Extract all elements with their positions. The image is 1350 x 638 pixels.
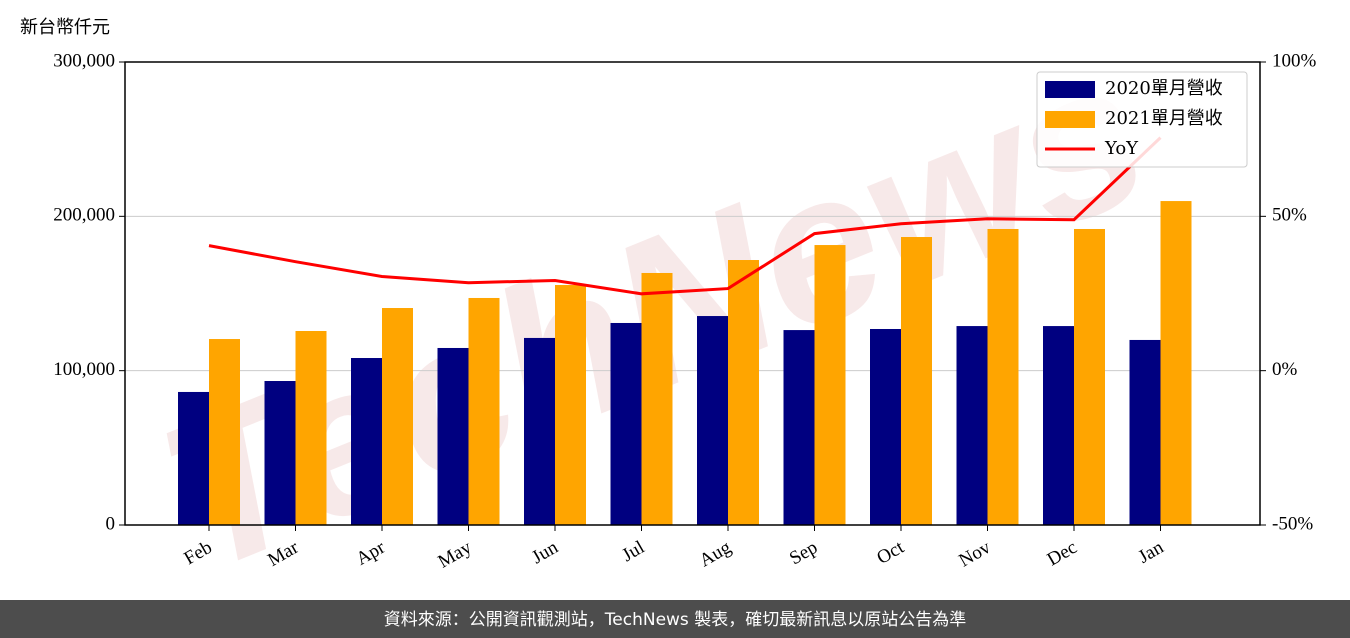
legend-label: 2021單月營收 — [1105, 108, 1223, 129]
x-tick-label: May — [435, 537, 476, 573]
x-tick-label: Nov — [955, 537, 994, 572]
bar — [987, 228, 1019, 526]
bar — [295, 331, 327, 525]
bar — [697, 316, 728, 525]
bar — [610, 322, 642, 525]
y-tick-label: 0 — [106, 513, 116, 534]
footer-bar — [0, 600, 1350, 638]
legend-swatch — [1045, 111, 1095, 128]
yoy-line — [208, 136, 1162, 296]
y2-tick-label: 0% — [1272, 359, 1298, 380]
x-tick-label: Jul — [618, 537, 648, 566]
y-unit-label: 新台幣仟元 — [20, 17, 110, 38]
bar — [783, 330, 815, 525]
x-tick-label: Jan — [1135, 537, 1168, 568]
bar — [1074, 228, 1105, 526]
bar — [555, 285, 586, 525]
bar — [209, 339, 240, 525]
x-tick-label: Oct — [873, 537, 908, 569]
footer-text: 資料來源：公開資訊觀測站，TechNews 製表，確切最新訊息以原站公告為準 — [384, 610, 966, 630]
legend-swatch — [1045, 81, 1095, 98]
y2-tick-label: 50% — [1272, 205, 1307, 226]
y2-tick-label: 100% — [1272, 50, 1317, 71]
x-tick-label: Dec — [1044, 537, 1081, 570]
bar — [1160, 201, 1192, 526]
y-tick-label: 300,000 — [53, 50, 115, 71]
bar — [351, 358, 382, 525]
bar — [956, 326, 988, 525]
bar — [437, 347, 469, 525]
bar — [1043, 326, 1074, 525]
bar — [264, 381, 296, 525]
y2-tick-label: -50% — [1272, 513, 1313, 534]
bar — [382, 308, 413, 525]
plot-frame — [124, 61, 1261, 526]
legend-label: 2020單月營收 — [1105, 78, 1223, 99]
x-tick-label: Sep — [786, 537, 821, 569]
x-tick-label: Jun — [528, 537, 562, 569]
bar — [901, 237, 932, 525]
y-tick-label: 200,000 — [53, 205, 115, 226]
legend-label: YoY — [1104, 138, 1139, 159]
bar — [641, 272, 673, 525]
bar — [870, 328, 901, 525]
bar — [524, 337, 555, 525]
bar — [814, 245, 846, 525]
bar — [468, 297, 500, 525]
x-tick-label: Aug — [696, 537, 735, 572]
bar — [178, 391, 209, 525]
y-tick-label: 100,000 — [53, 359, 115, 380]
bar — [728, 260, 759, 525]
bar — [1129, 339, 1161, 525]
